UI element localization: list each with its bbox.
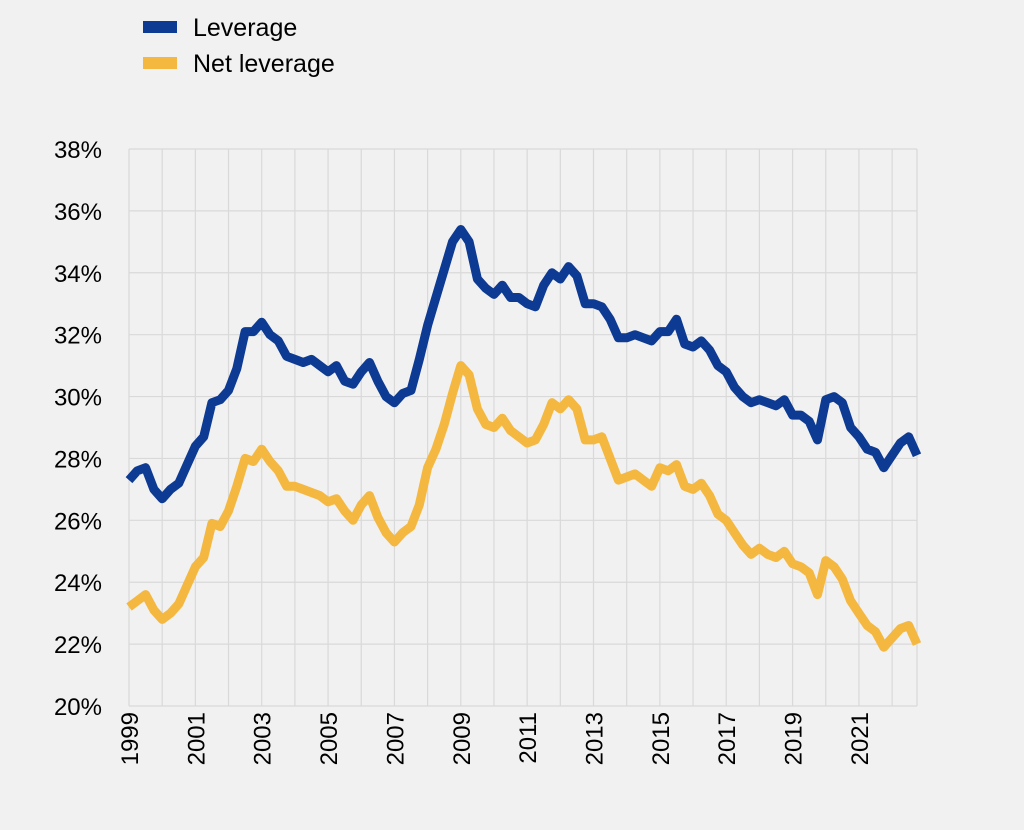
x-tick-label: 2019: [781, 712, 808, 765]
legend-label-net-leverage: Net leverage: [193, 50, 335, 78]
x-tick-label: 2007: [382, 712, 409, 765]
legend-swatch-net-leverage: [143, 57, 177, 69]
x-tick-label: 2001: [183, 712, 210, 765]
y-axis: 20% 22% 24% 26% 28% 30% 32% 34% 36% 38%: [54, 137, 102, 721]
x-tick-label: 2005: [316, 712, 343, 765]
series-line-net-leverage: [126, 361, 922, 652]
legend-label-leverage: Leverage: [193, 14, 297, 42]
legend: Leverage Net leverage: [143, 14, 335, 78]
y-tick-label: 24%: [54, 570, 102, 597]
y-tick-label: 34%: [54, 261, 102, 288]
y-tick-label: 30%: [54, 385, 102, 412]
plot-area: [129, 149, 917, 706]
x-tick-label: 2013: [582, 712, 609, 765]
y-tick-label: 20%: [54, 694, 102, 721]
x-tick-label: 2011: [515, 712, 542, 764]
y-tick-label: 22%: [54, 632, 102, 659]
y-tick-label: 26%: [54, 508, 102, 535]
series-layer: [125, 225, 922, 652]
x-tick-label: 1999: [117, 712, 144, 765]
y-tick-label: 36%: [54, 199, 102, 226]
x-tick-label: 2009: [449, 712, 476, 765]
x-tick-label: 2015: [648, 712, 675, 765]
x-axis: 1999 2001 2003 2005 2007 2009 2011 2013 2015 2017…: [117, 712, 874, 765]
x-tick-label: 2021: [847, 712, 874, 765]
series-line-leverage: [125, 225, 922, 504]
y-tick-label: 28%: [54, 446, 102, 473]
x-tick-label: 2003: [250, 712, 277, 765]
legend-swatch-leverage: [143, 21, 177, 33]
x-tick-label: 2017: [714, 712, 741, 765]
y-tick-label: 38%: [54, 137, 102, 164]
y-tick-label: 32%: [54, 323, 102, 350]
